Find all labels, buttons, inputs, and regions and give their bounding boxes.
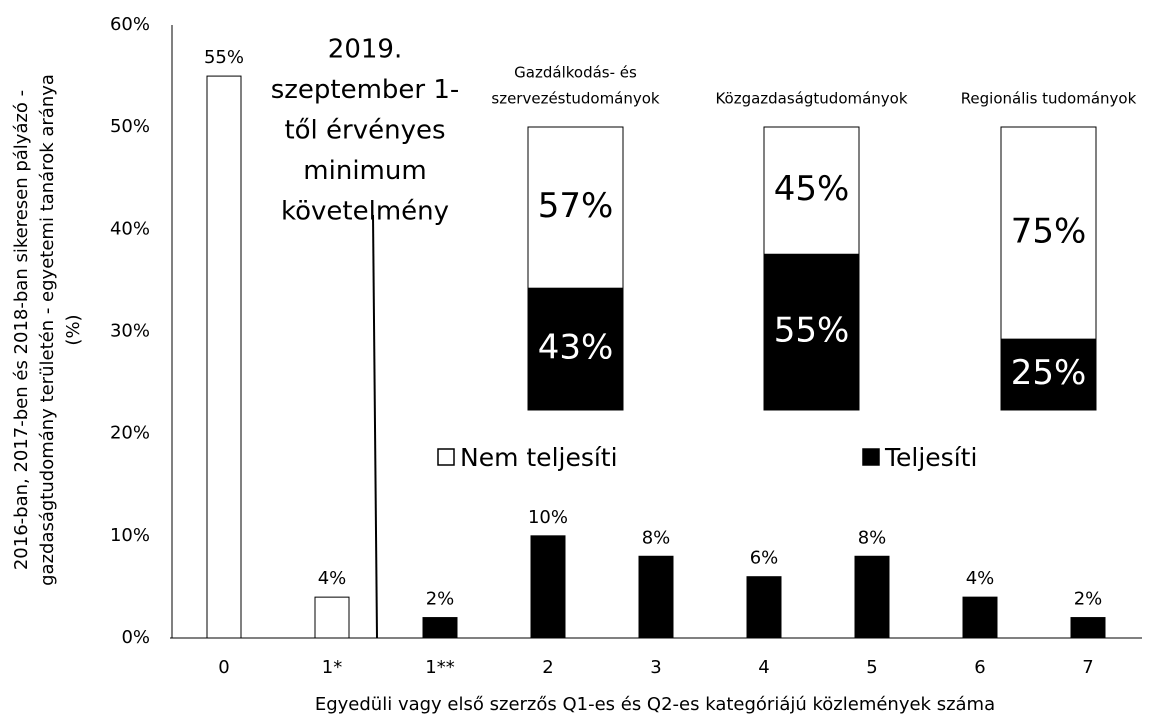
y-tick-label: 50% [110,116,150,137]
bar [746,576,782,639]
y-tick-label: 10% [110,525,150,546]
stacked-segment [763,253,860,411]
y-axis-title: 2016-ban, 2017-ben és 2018-ban sikeresen… [11,90,32,570]
value-label: 4% [318,568,347,589]
bar [206,75,242,639]
x-tick-label: 7 [1082,657,1093,678]
inset-title: Gazdálkodás- és [514,64,637,82]
value-label: 55% [204,47,244,68]
stacked-segment [1000,338,1097,411]
x-tick-label: 1** [425,657,454,678]
y-tick-label: 60% [110,14,150,35]
annotation: 2019. [328,35,402,65]
x-tick-label: 4 [758,657,769,678]
bar [854,555,890,639]
inset-title: Regionális tudományok [961,90,1137,108]
value-label: 2% [1074,589,1103,610]
annotation: szeptember 1- [271,75,460,105]
segment-label: 25% [1011,353,1087,393]
inset-title: szervezéstudományok [491,90,660,108]
bar [314,596,350,639]
value-label: 10% [528,507,568,528]
bar [962,596,998,639]
stacked-segment [1000,126,1097,340]
stacked-segment [527,126,624,289]
y-axis-title: gazdaságtudomány területén - egyetemi ta… [37,74,58,586]
value-label: 8% [642,527,671,548]
segment-label: 45% [774,169,850,209]
annotation: követelmény [281,197,449,227]
value-label: 2% [426,589,455,610]
bar [530,535,566,639]
value-label: 6% [750,548,779,569]
legend-swatch [437,448,455,466]
y-tick-label: 30% [110,321,150,342]
bar [638,555,674,639]
segment-label: 75% [1011,212,1087,252]
bar [1070,617,1106,639]
segment-label: 43% [538,328,614,368]
y-axis-title: (%) [63,314,84,345]
x-tick-label: 6 [974,657,985,678]
y-tick-label: 40% [110,218,150,239]
value-label: 8% [858,527,887,548]
stacked-segment [527,287,624,411]
value-label: 4% [966,568,995,589]
x-tick-label: 1* [322,657,342,678]
y-tick-label: 20% [110,423,150,444]
annotation: től érvényes [284,116,445,146]
inset-title: Közgazdaságtudományok [715,90,907,108]
x-tick-label: 2 [542,657,553,678]
stacked-segment [763,126,860,255]
segment-label: 55% [774,311,850,351]
legend-label: Teljesíti [884,443,977,472]
x-axis-title: Egyedüli vagy első szerzős Q1-es és Q2-e… [315,694,995,715]
bar [422,617,458,639]
x-tick-label: 3 [650,657,661,678]
x-tick-label: 5 [866,657,877,678]
legend-label: Nem teljesíti [460,443,618,472]
legend-swatch [862,448,880,466]
x-tick-label: 0 [218,657,229,678]
segment-label: 57% [538,186,614,226]
annotation: minimum [303,156,426,186]
annotation-line [372,214,378,639]
y-tick-label: 0% [121,627,150,648]
